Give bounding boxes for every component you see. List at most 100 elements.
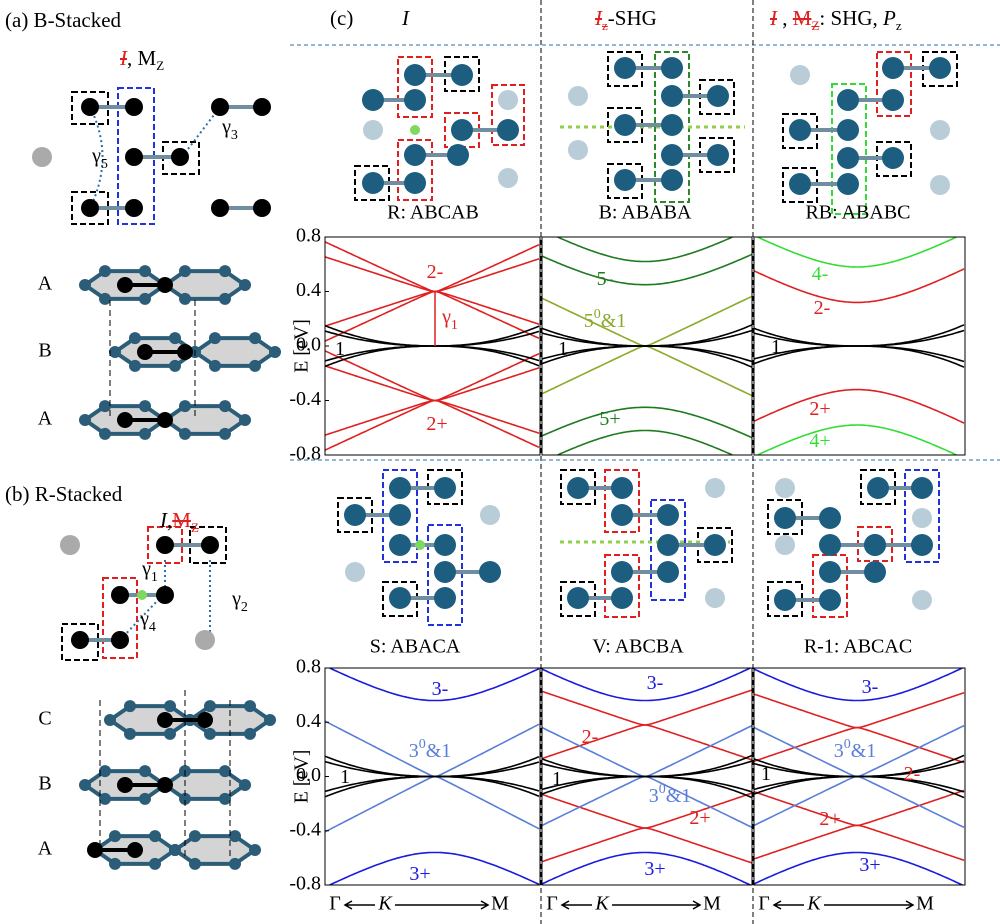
atom bbox=[157, 277, 173, 293]
symmetry-part: , M bbox=[127, 46, 157, 70]
selection-box bbox=[831, 83, 867, 215]
graphene-ring bbox=[161, 269, 249, 301]
atom bbox=[219, 265, 231, 278]
y-axis-label: E [eV] bbox=[291, 750, 313, 804]
atom bbox=[930, 120, 950, 140]
atom bbox=[837, 89, 859, 111]
annotation-part: &1 bbox=[601, 310, 627, 332]
k-label: M bbox=[916, 893, 934, 915]
y-tick-label: -0.4 bbox=[289, 388, 321, 410]
annotation: 2+ bbox=[426, 413, 447, 435]
atom bbox=[479, 561, 501, 583]
atom bbox=[124, 700, 136, 713]
atom bbox=[129, 332, 141, 345]
atom bbox=[705, 588, 725, 608]
atom bbox=[837, 147, 859, 169]
atom bbox=[157, 777, 173, 793]
atom bbox=[837, 173, 859, 195]
band bbox=[754, 388, 965, 424]
stacking-label: R-1: ABCAC bbox=[804, 636, 912, 658]
k-label: Γ bbox=[546, 893, 558, 915]
graphene-ring bbox=[171, 834, 259, 866]
atom bbox=[239, 779, 251, 791]
annotation-part: 1 bbox=[552, 768, 562, 790]
atom bbox=[79, 279, 91, 291]
y-tick-label: 0.0 bbox=[296, 764, 321, 786]
atom bbox=[99, 292, 111, 305]
band bbox=[542, 775, 752, 799]
atom bbox=[81, 98, 99, 116]
annotation: 1 bbox=[771, 336, 781, 358]
header-part: z bbox=[602, 18, 608, 34]
y-tick-label: 0.8 bbox=[296, 656, 321, 678]
panel-label: (c) bbox=[330, 6, 354, 30]
band bbox=[754, 775, 965, 799]
band bbox=[755, 424, 959, 455]
atom bbox=[389, 504, 411, 526]
annotation-part: γ bbox=[221, 116, 231, 138]
annotation-part: 1 bbox=[335, 338, 345, 360]
atom bbox=[389, 477, 411, 499]
y-tick-label: 0.0 bbox=[296, 334, 321, 356]
band bbox=[325, 330, 540, 347]
atom bbox=[497, 119, 519, 141]
atom bbox=[79, 779, 91, 791]
y-tick-label: -0.4 bbox=[289, 818, 321, 840]
atom bbox=[611, 561, 633, 583]
annotation: 30&1 bbox=[649, 782, 692, 807]
atom bbox=[404, 64, 426, 86]
annotation: 1 bbox=[761, 763, 771, 785]
panel-label: (b) R-Stacked bbox=[5, 482, 123, 506]
band bbox=[542, 689, 752, 726]
atom bbox=[911, 534, 933, 556]
atom bbox=[705, 478, 725, 498]
atom bbox=[363, 120, 383, 140]
band bbox=[542, 668, 752, 702]
annotation-part: 1 bbox=[771, 336, 781, 358]
annotation-part: 4+ bbox=[809, 430, 830, 452]
atom bbox=[179, 265, 191, 278]
atom bbox=[229, 830, 241, 843]
y-tick-label: -0.8 bbox=[289, 873, 321, 895]
annotation: γ3 bbox=[221, 116, 238, 143]
annotation: 2- bbox=[904, 763, 921, 785]
atom bbox=[169, 844, 181, 856]
atom bbox=[611, 587, 633, 609]
atom bbox=[156, 586, 174, 604]
atom bbox=[79, 414, 91, 426]
atom bbox=[244, 727, 256, 740]
annotation: 3+ bbox=[859, 854, 880, 876]
atom bbox=[775, 478, 795, 498]
k-label: M bbox=[491, 893, 509, 915]
k-label: K bbox=[377, 893, 393, 915]
header-part: P bbox=[883, 6, 896, 30]
atom bbox=[864, 534, 886, 556]
annotation-part: &1 bbox=[666, 785, 692, 807]
atom bbox=[253, 98, 271, 116]
symmetry: I,MZ bbox=[160, 508, 199, 536]
annotation-part: 2- bbox=[904, 763, 921, 785]
atom bbox=[169, 332, 181, 345]
atom bbox=[137, 344, 153, 360]
atom bbox=[157, 412, 173, 428]
atom bbox=[219, 292, 231, 305]
annotation-part: 2+ bbox=[689, 807, 710, 829]
atom bbox=[775, 535, 795, 555]
atom bbox=[819, 534, 841, 556]
atom bbox=[139, 265, 151, 278]
band bbox=[754, 345, 965, 368]
annotation-part: γ bbox=[91, 145, 101, 167]
atom bbox=[129, 359, 141, 372]
graphene-ring bbox=[161, 404, 249, 436]
atom bbox=[87, 842, 103, 858]
band bbox=[325, 345, 540, 362]
graphene-ring bbox=[161, 769, 249, 801]
atom bbox=[498, 90, 518, 110]
atom bbox=[774, 589, 796, 611]
coupling bbox=[89, 106, 104, 209]
symmetry-part: Z bbox=[190, 520, 199, 536]
atom bbox=[614, 169, 636, 191]
k-arrow bbox=[772, 900, 804, 910]
atom bbox=[568, 140, 588, 160]
